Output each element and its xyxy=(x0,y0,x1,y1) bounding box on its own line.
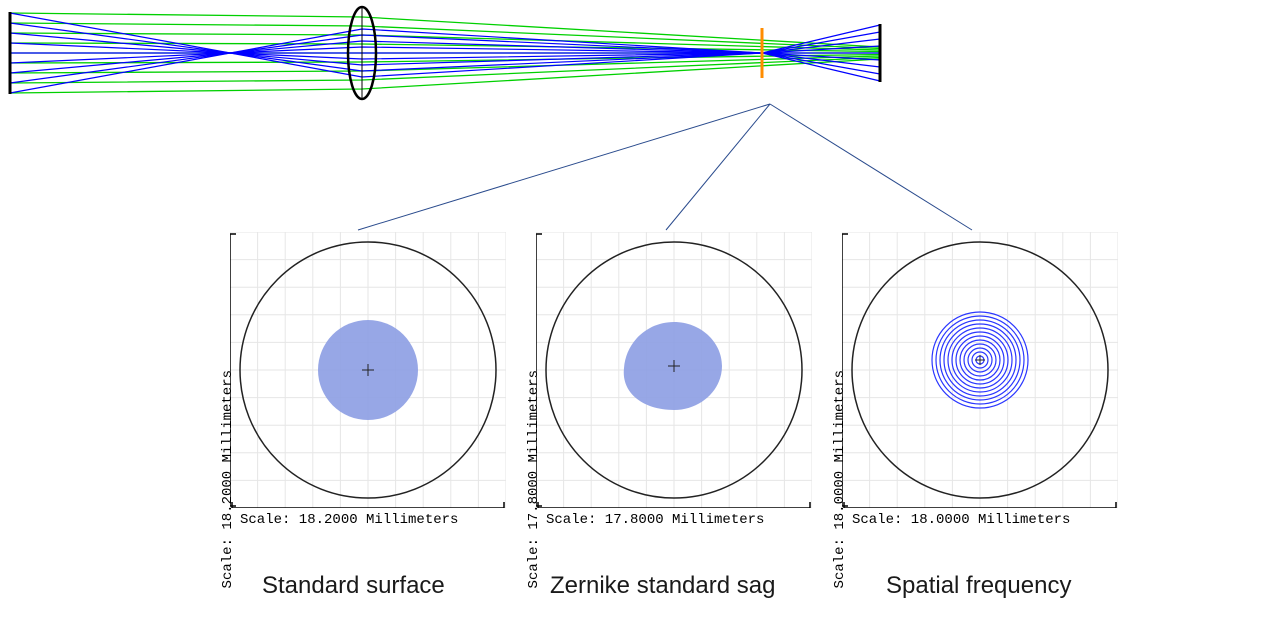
panel-title-zernike: Zernike standard sag xyxy=(550,572,775,600)
footprint-panel-zernike: Scale: 17.8000 Millimeters Scale: 17.800… xyxy=(536,232,812,508)
footprint-plot xyxy=(230,232,506,508)
y-axis-label: Scale: 18.2000 Millimeters xyxy=(220,370,236,588)
panel-title-spatial-freq: Spatial frequency xyxy=(886,572,1071,600)
figure-stage: Scale: 18.2000 Millimeters Scale: 18.200… xyxy=(0,0,1280,631)
x-axis-label: Scale: 18.2000 Millimeters xyxy=(240,512,458,528)
footprint-panel-spatial-freq: Scale: 18.0000 Millimeters Scale: 18.000… xyxy=(842,232,1118,508)
y-axis-label: Scale: 17.8000 Millimeters xyxy=(526,370,542,588)
ray-trace-diagram xyxy=(0,0,898,108)
footprint-plot xyxy=(536,232,812,508)
x-axis-label: Scale: 17.8000 Millimeters xyxy=(546,512,764,528)
panel-title-standard: Standard surface xyxy=(262,572,445,600)
x-axis-label: Scale: 18.0000 Millimeters xyxy=(852,512,1070,528)
footprint-plot xyxy=(842,232,1118,508)
footprint-panel-standard: Scale: 18.2000 Millimeters Scale: 18.200… xyxy=(230,232,506,508)
y-axis-label: Scale: 18.0000 Millimeters xyxy=(832,370,848,588)
